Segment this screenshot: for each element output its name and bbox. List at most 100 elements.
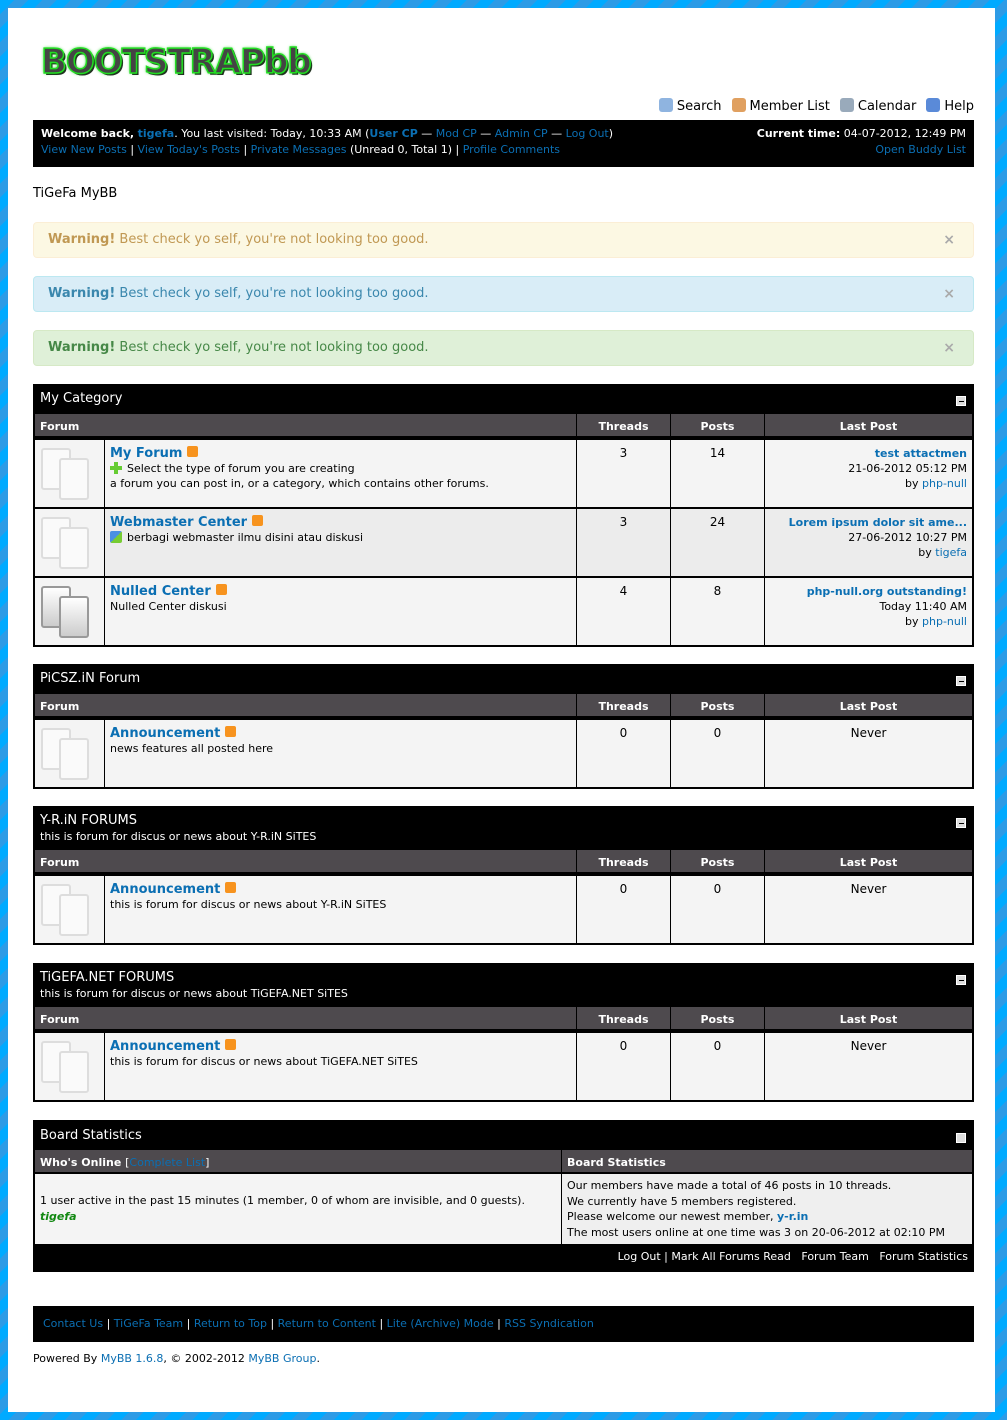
rss-icon[interactable] <box>252 515 264 526</box>
category-title[interactable]: PiCSZ.iN Forum <box>40 671 141 686</box>
thread-count: 4 <box>576 578 670 645</box>
user-panel: Welcome back, tigefa. You last visited: … <box>33 120 974 167</box>
view-new-posts-link[interactable]: View New Posts <box>41 143 127 156</box>
column-headers: Forum Threads Posts Last Post <box>35 694 972 718</box>
last-post-user-link[interactable]: php-null <box>922 615 967 628</box>
close-icon[interactable]: × <box>943 232 955 248</box>
page-container: BOOTSTRAPbb Search Member List Calendar Hel… <box>8 8 995 1412</box>
rss-icon[interactable] <box>187 446 199 457</box>
collapse-icon[interactable] <box>956 975 966 985</box>
category-title[interactable]: TiGEFA.NET FORUMS <box>40 970 175 985</box>
rss-icon[interactable] <box>225 1039 237 1050</box>
alert-text: Best check yo self, you're not looking t… <box>115 340 429 355</box>
collapse-icon[interactable] <box>956 1133 966 1143</box>
last-post-user-link[interactable]: tigefa <box>935 546 967 559</box>
menu-label: Member List <box>749 99 830 114</box>
footer-link-return-to-top[interactable]: Return to Top <box>193 1317 267 1330</box>
forum-description: this is forum for discus or news about T… <box>110 1055 418 1068</box>
members-icon <box>731 98 746 112</box>
footer-link-lite-archive-mode[interactable]: Lite (Archive) Mode <box>386 1317 494 1330</box>
admin-cp-link[interactable]: Admin CP <box>494 127 548 140</box>
forum-statistics-link[interactable]: Forum Statistics <box>879 1250 968 1263</box>
category-title[interactable]: Y-R.iN FORUMS <box>40 813 137 828</box>
forum-link[interactable]: Announcement <box>110 882 221 897</box>
forum-new-posts-icon[interactable] <box>35 578 105 645</box>
collapse-icon[interactable] <box>956 818 966 828</box>
column-posts: Posts <box>670 694 764 716</box>
footer-link-tigefa-team[interactable]: TiGeFa Team <box>113 1317 184 1330</box>
board-name: TiGeFa MyBB <box>33 186 118 201</box>
last-post: test attactmen 21-06-2012 05:12 PM by php-… <box>764 440 972 507</box>
rss-icon[interactable] <box>215 584 227 595</box>
menu-help[interactable]: Help <box>926 98 974 114</box>
sep: | <box>126 143 138 156</box>
forum-no-new-posts-icon[interactable] <box>35 720 105 787</box>
mybb-group-link[interactable]: MyBB Group <box>248 1352 317 1365</box>
category-title[interactable]: My Category <box>40 391 123 406</box>
mark-read-link[interactable]: Mark All Forums Read <box>671 1250 791 1263</box>
last-post-link[interactable]: Lorem ipsum dolor sit ame... <box>788 516 967 529</box>
thread-count: 3 <box>576 509 670 576</box>
forum-no-new-posts-icon[interactable] <box>35 876 105 943</box>
forum-row: My Forum Select the type of forum you are… <box>35 438 972 507</box>
user-cp-link[interactable]: User CP <box>369 127 418 140</box>
username-link[interactable]: tigefa <box>137 127 175 140</box>
forum-link[interactable]: Webmaster Center <box>110 515 248 530</box>
forum-no-new-posts-icon[interactable] <box>35 1033 105 1100</box>
newest-member-link[interactable]: y-r.in <box>777 1210 809 1223</box>
column-forum: Forum <box>40 856 80 869</box>
close-icon[interactable]: × <box>943 340 955 356</box>
menu-search[interactable]: Search <box>658 98 722 114</box>
menu-calendar[interactable]: Calendar <box>839 98 916 114</box>
buddy-list-link[interactable]: Open Buddy List <box>875 143 966 156</box>
forum-team-link[interactable]: Forum Team <box>801 1250 869 1263</box>
footer-link-contact-us[interactable]: Contact Us <box>43 1317 104 1330</box>
column-last_post: Last Post <box>764 1007 972 1029</box>
forum-link[interactable]: My Forum <box>110 446 183 461</box>
site-logo[interactable]: BOOTSTRAPbb <box>40 41 312 83</box>
collapse-icon[interactable] <box>956 396 966 406</box>
last-post: php-null.org outstanding! Today 11:40 AM b… <box>764 578 972 645</box>
complete-list-link[interactable]: Complete List <box>129 1156 206 1169</box>
collapse-icon[interactable] <box>956 676 966 686</box>
period: . <box>316 1352 320 1365</box>
logout-link[interactable]: Log Out <box>565 127 609 140</box>
column-last_post: Last Post <box>764 414 972 436</box>
column-last_post: Last Post <box>764 850 972 872</box>
close-icon[interactable]: × <box>943 286 955 302</box>
forum-subtext: Select the type of forum you are creatin… <box>127 462 355 475</box>
stats-most-online: The most users online at one time was 3 … <box>567 1225 946 1239</box>
thread-count: 0 <box>576 1033 670 1100</box>
forum-no-new-posts-icon[interactable] <box>35 509 105 576</box>
forum-description: news features all posted here <box>110 742 274 755</box>
footer-link-return-to-content[interactable]: Return to Content <box>277 1317 376 1330</box>
column-threads: Threads <box>576 1007 670 1029</box>
online-user-link[interactable]: tigefa <box>40 1209 77 1223</box>
rss-icon[interactable] <box>225 726 237 737</box>
forum-row: Announcement news features all posted her… <box>35 718 972 787</box>
category-table: TiGEFA.NET FORUMS this is forum for discu… <box>33 963 974 1102</box>
rss-icon[interactable] <box>225 882 237 893</box>
view-todays-posts-link[interactable]: View Today's Posts <box>137 143 240 156</box>
last-post-date: Today 11:40 AM <box>879 600 967 613</box>
sep: — <box>476 127 495 140</box>
forum-link[interactable]: Announcement <box>110 726 221 741</box>
last-post-link[interactable]: test attactmen <box>874 447 967 460</box>
last-post-link[interactable]: php-null.org outstanding! <box>806 585 967 598</box>
mod-cp-link[interactable]: Mod CP <box>435 127 477 140</box>
footer-link-rss-syndication[interactable]: RSS Syndication <box>504 1317 594 1330</box>
column-last_post: Last Post <box>764 694 972 716</box>
alert-text: Best check yo self, you're not looking t… <box>115 232 429 247</box>
forum-row: Nulled Center Nulled Center diskusi 4 8 php-… <box>35 576 972 645</box>
private-messages-link[interactable]: Private Messages <box>250 143 347 156</box>
forum-link[interactable]: Announcement <box>110 1039 221 1054</box>
last-post-user-link[interactable]: php-null <box>922 477 967 490</box>
menu-member-list[interactable]: Member List <box>731 98 830 114</box>
logout-link[interactable]: Log Out <box>617 1250 661 1263</box>
mybb-link[interactable]: MyBB 1.6.8 <box>100 1352 164 1365</box>
post-count: 0 <box>670 1033 764 1100</box>
profile-comments-link[interactable]: Profile Comments <box>462 143 561 156</box>
forum-no-new-posts-icon[interactable] <box>35 440 105 507</box>
forum-link[interactable]: Nulled Center <box>110 584 211 599</box>
plus-icon <box>110 462 122 474</box>
